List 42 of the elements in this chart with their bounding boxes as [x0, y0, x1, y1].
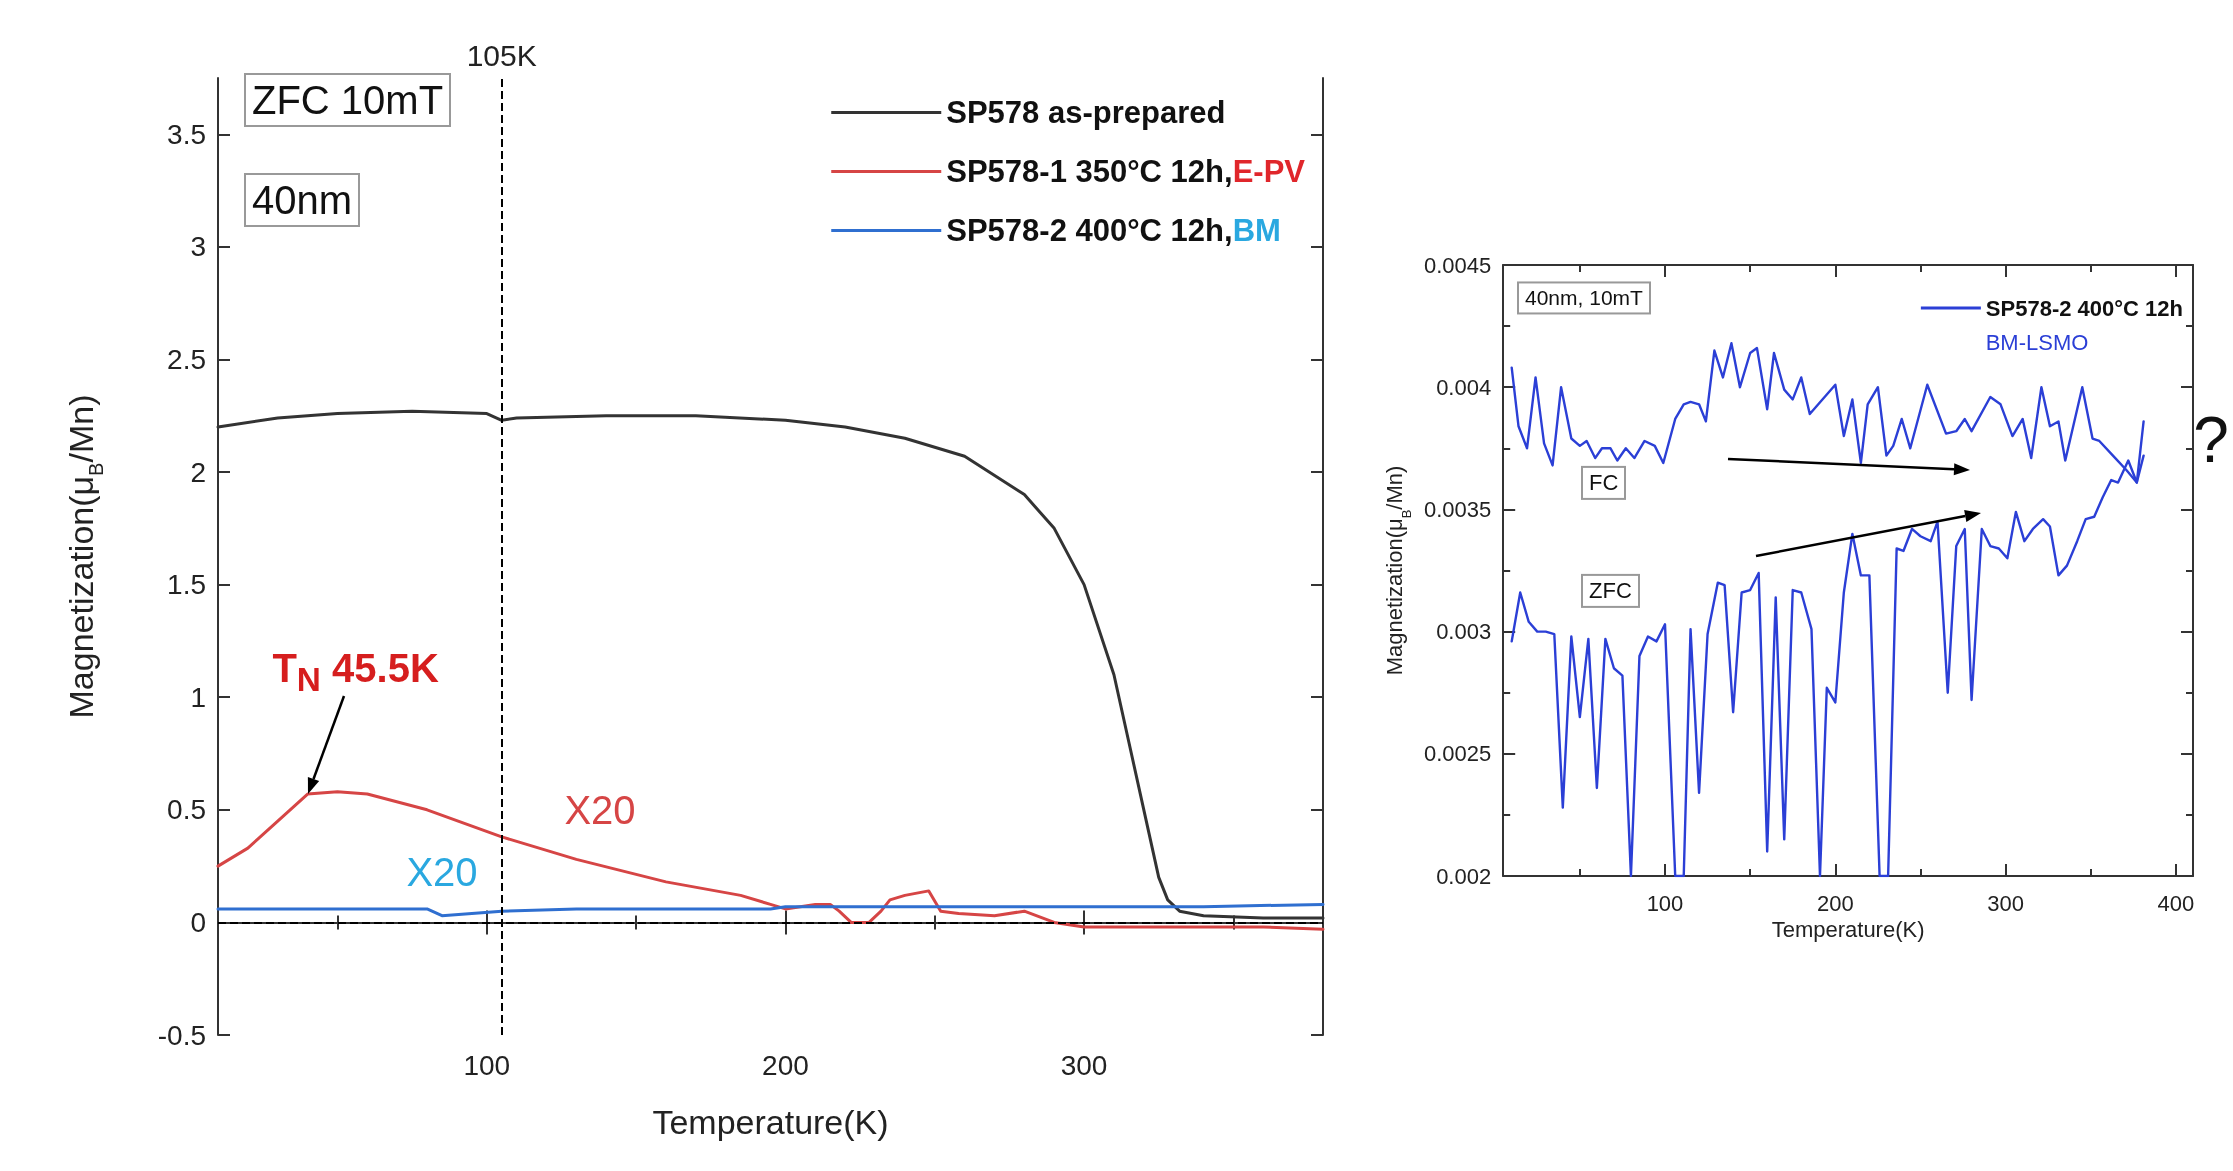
y-tick-label: 0	[190, 906, 206, 938]
x-tick-label: 300	[1987, 890, 2024, 916]
y-tick-label: 0.003	[1436, 619, 1492, 645]
annotation: X20	[406, 850, 478, 894]
x-tick-label: 200	[1816, 890, 1854, 916]
x-tick-label: 100	[463, 1049, 511, 1081]
x-tick-label: 100	[1646, 890, 1684, 916]
legend-label: SP578-2 400°C 12h	[1985, 295, 2183, 321]
annotation: ZFC	[1581, 573, 1640, 609]
annotation: FC	[1581, 465, 1627, 501]
y-tick-label: 0.5	[167, 794, 206, 826]
y-tick-label: 0.0025	[1423, 741, 1492, 767]
y-tick-label: 0.0035	[1423, 496, 1492, 522]
y-tick-label: 1.5	[167, 569, 206, 601]
annotation: ZFC 10mT	[244, 73, 452, 127]
y-axis-title: Magnetization(μB/Mn)	[62, 394, 107, 719]
annotation: ?	[2193, 403, 2229, 476]
y-tick-label: 0.002	[1436, 863, 1492, 889]
annotation: 40nm, 10mT	[1517, 281, 1651, 315]
y-tick-label: 0.004	[1436, 374, 1492, 400]
annotation: 40nm	[244, 173, 361, 227]
annotation: X20	[564, 788, 636, 832]
legend-label: SP578 as-prepared	[946, 95, 1226, 130]
legend-label: SP578-1 350°C 12h,E-PV	[946, 154, 1306, 189]
y-tick-label: 2.5	[167, 343, 206, 375]
annotation: T$_{N}$ 45.5K	[272, 645, 439, 699]
legend-label: SP578-2 400°C 12h,BM	[946, 213, 1281, 248]
y-tick-label: 3	[190, 231, 206, 263]
y-tick-label: 1	[190, 681, 206, 713]
x-axis-title: Temperature(K)	[1771, 917, 1925, 943]
y-tick-label: 2	[190, 456, 206, 488]
y-tick-label: 3.5	[167, 118, 206, 150]
y-tick-label: -0.5	[157, 1019, 206, 1051]
ref-line-label: 105K	[466, 38, 537, 72]
y-axis-title: Magnetization(μB/Mn)	[1381, 465, 1414, 676]
x-tick-label: 400	[2157, 890, 2195, 916]
x-tick-label: 300	[1060, 1049, 1108, 1081]
y-tick-label: 0.0045	[1423, 252, 1492, 278]
x-tick-label: 200	[762, 1049, 809, 1081]
annotation: BM-LSMO	[1985, 329, 2089, 356]
line-series	[216, 902, 1325, 918]
x-axis-title: Temperature(K)	[652, 1103, 889, 1141]
